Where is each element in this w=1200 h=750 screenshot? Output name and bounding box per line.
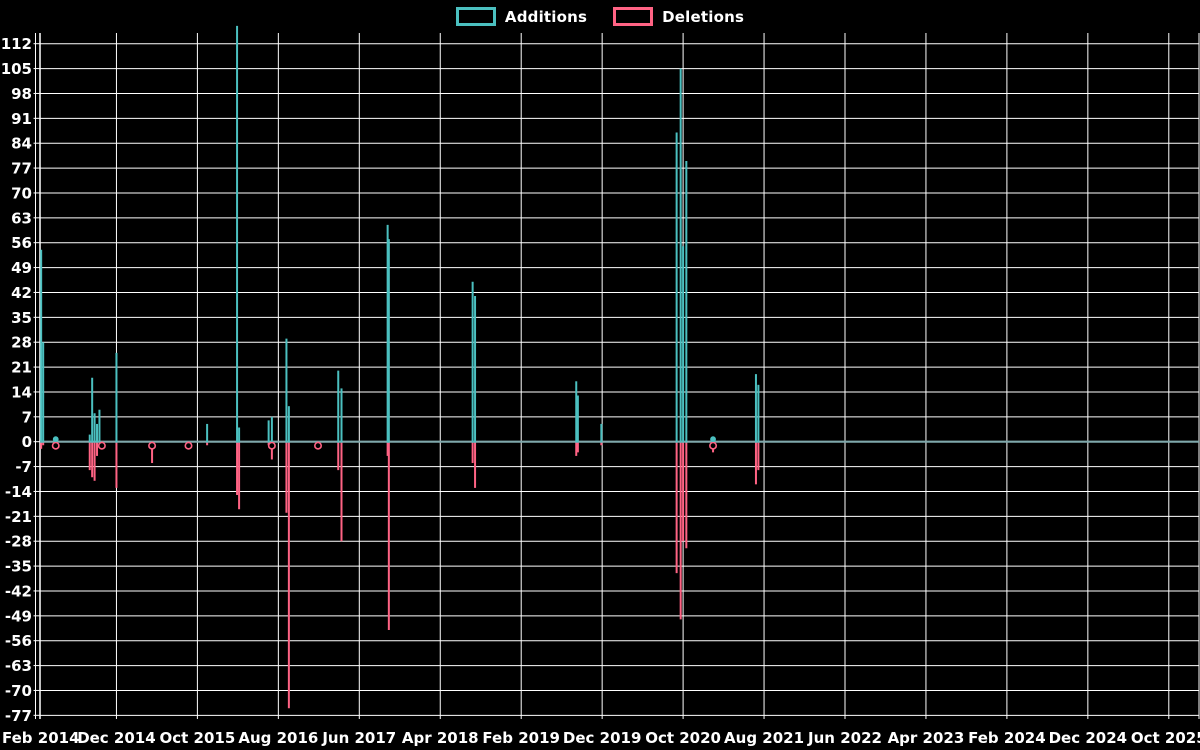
y-tick-label: 112	[1, 35, 32, 53]
legend-item-additions[interactable]: Additions	[455, 7, 588, 26]
addition-point-marker	[710, 436, 716, 443]
y-tick-label: -14	[5, 483, 32, 501]
legend-deletions-label: Deletions	[662, 7, 745, 26]
y-tick-label: -49	[5, 607, 32, 625]
y-tick-label: 28	[11, 334, 32, 352]
x-tick-label: Aug 2016	[238, 729, 318, 747]
y-tick-label: 84	[11, 135, 32, 153]
point-markers	[51, 436, 718, 450]
y-tick-label: -28	[5, 533, 32, 551]
legend-additions-label: Additions	[504, 7, 588, 26]
deletion-point-marker	[184, 441, 193, 450]
y-tick-label: -63	[5, 657, 32, 675]
y-tick-label: -42	[5, 582, 32, 600]
y-tick-label: 98	[11, 85, 32, 103]
chart-legend: Additions Deletions	[0, 7, 1200, 26]
y-tick-label: -77	[5, 707, 32, 725]
y-tick-label: 0	[22, 433, 32, 451]
x-tick-label: Dec 2024	[1049, 729, 1128, 747]
y-tick-label: 35	[11, 309, 32, 327]
x-tick-label: Oct 2020	[645, 729, 721, 747]
x-tick-label: Oct 2025	[1131, 729, 1200, 747]
deletion-point-marker	[314, 441, 323, 450]
legend-item-deletions[interactable]: Deletions	[613, 7, 744, 26]
y-axis-labels: 1121059891847770635649423528211470-7-14-…	[1, 35, 32, 725]
y-tick-label: 91	[11, 110, 32, 128]
x-tick-label: Oct 2015	[160, 729, 236, 747]
x-tick-label: Dec 2019	[563, 729, 642, 747]
y-tick-label: -70	[5, 682, 32, 700]
y-tick-label: -21	[5, 508, 32, 526]
additions-series	[40, 25, 760, 443]
x-tick-label: Feb 2014	[2, 729, 80, 747]
y-tick-label: 42	[11, 284, 32, 302]
x-tick-label: Apr 2023	[888, 729, 965, 747]
deletion-point-marker	[97, 441, 106, 450]
deletions-swatch-icon	[613, 7, 654, 26]
y-tick-label: -35	[5, 558, 32, 576]
addition-point-marker	[52, 436, 59, 443]
x-tick-label: Feb 2019	[482, 729, 560, 747]
y-tick-label: 63	[11, 209, 32, 227]
x-tick-label: Jun 2022	[807, 729, 882, 747]
y-tick-label: -7	[15, 458, 32, 476]
x-gridlines	[35, 33, 1200, 719]
x-tick-label: Jun 2017	[321, 729, 396, 747]
additions-swatch-icon	[455, 7, 496, 26]
deletion-point-marker	[51, 441, 60, 450]
deletion-point-marker	[709, 441, 718, 450]
x-tick-label: Feb 2024	[968, 729, 1046, 747]
y-tick-label: 49	[11, 259, 32, 277]
x-tick-label: Aug 2021	[724, 729, 804, 747]
y-gridlines	[33, 43, 1199, 716]
y-tick-label: 105	[1, 60, 32, 78]
deletions-series	[40, 441, 760, 709]
deletion-point-marker	[267, 441, 276, 450]
y-tick-label: 21	[11, 359, 32, 377]
y-tick-label: 77	[11, 160, 32, 178]
y-tick-label: 56	[11, 234, 32, 252]
y-tick-label: 14	[11, 383, 32, 401]
deletion-point-marker	[148, 441, 157, 450]
y-tick-label: 70	[11, 184, 32, 202]
y-tick-label: -56	[5, 632, 32, 650]
y-tick-label: 7	[22, 408, 32, 426]
x-tick-label: Apr 2018	[402, 729, 479, 747]
x-tick-label: Dec 2014	[77, 729, 156, 747]
